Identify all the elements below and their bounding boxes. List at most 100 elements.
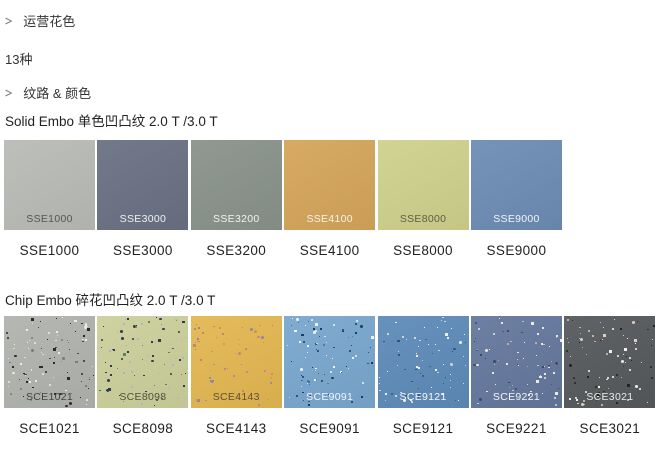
speckle-dot — [390, 393, 393, 396]
speckle-dot — [350, 400, 353, 403]
swatch-code-overlay: SCE9121 — [399, 391, 447, 403]
swatch-code-overlay: SSE1000 — [26, 213, 73, 225]
speckle-dot — [413, 337, 416, 340]
speckle-dot — [196, 340, 199, 342]
variant-count: 13种 — [5, 52, 33, 67]
speckle-dot — [651, 377, 654, 380]
speckle-dot — [620, 359, 624, 363]
speckle-dot — [117, 367, 119, 369]
speckle-dot — [507, 343, 510, 346]
speckle-dot — [293, 329, 297, 332]
speckle-dot — [209, 380, 212, 383]
speckle-dot — [571, 320, 573, 322]
speckle-dot — [415, 355, 418, 358]
speckle-dot — [451, 351, 453, 353]
speckle-dot — [445, 332, 449, 336]
speckle-dot — [522, 320, 525, 322]
speckle-dot — [212, 350, 214, 352]
speckle-dot — [631, 321, 635, 325]
speckle-dot — [464, 333, 466, 335]
speckle-dot — [266, 398, 268, 400]
speckle-dot — [567, 338, 569, 340]
speckle-dot — [602, 334, 606, 338]
speckle-dot — [307, 403, 310, 406]
speckle-dot — [329, 371, 332, 374]
speckle-dot — [543, 373, 546, 376]
speckle-dot — [595, 400, 597, 402]
speckle-dot — [26, 380, 29, 383]
speckle-dot — [318, 336, 320, 338]
speckle-dot — [42, 354, 45, 356]
speckle-dot — [492, 332, 495, 335]
speckle-dot — [475, 363, 479, 366]
speckle-dot — [385, 392, 388, 395]
speckle-dot — [211, 379, 214, 382]
speckle-dot — [416, 353, 418, 355]
swatch-tile-sse8000[interactable]: SSE8000 — [377, 140, 469, 230]
speckle-dot — [23, 372, 26, 374]
speckle-dot — [625, 356, 627, 358]
chevron-right-icon: > — [5, 84, 13, 101]
speckle-dot — [89, 379, 91, 381]
speckle-dot — [263, 342, 265, 344]
speckle-dot — [404, 394, 407, 397]
speckle-dot — [348, 367, 350, 369]
swatch-tile-sse3000[interactable]: SSE3000 — [97, 140, 189, 230]
swatch-code-label: SCE3021 — [579, 421, 641, 436]
speckle-dot — [615, 402, 618, 405]
swatch-tile-sse4100[interactable]: SSE4100 — [284, 140, 376, 230]
swatch-tile-sce9091[interactable]: SCE9091 — [284, 316, 376, 408]
swatch-tile-sce9121[interactable]: SCE9121 — [377, 316, 469, 408]
swatch-tile-sse9000[interactable]: SSE9000 — [470, 140, 562, 230]
swatch-code-overlay: SCE9221 — [492, 391, 540, 403]
speckle-dot — [155, 317, 157, 318]
speckle-dot — [306, 345, 309, 348]
speckle-dot — [28, 340, 30, 342]
speckle-dot — [623, 354, 625, 356]
speckle-dot — [620, 327, 623, 330]
speckle-dot — [416, 366, 419, 369]
speckle-dot — [332, 346, 335, 348]
speckle-dot — [271, 325, 273, 327]
swatch-tile-sce1021[interactable]: SCE1021 — [4, 316, 95, 408]
speckle-dot — [59, 393, 63, 396]
speckle-dot — [418, 345, 420, 347]
swatch-tile-sce3021[interactable]: SCE3021 — [564, 316, 656, 408]
speckle-dot — [371, 336, 375, 340]
speckle-dot — [473, 363, 477, 366]
speckle-dot — [536, 332, 539, 335]
speckle-dot — [219, 326, 222, 329]
speckle-dot — [355, 331, 358, 334]
speckle-dot — [331, 357, 333, 359]
speckle-dot — [511, 389, 514, 391]
speckle-dot — [108, 387, 112, 391]
speckle-dot — [348, 336, 350, 338]
speckle-dot — [84, 325, 88, 329]
swatch-tile-sse1000[interactable]: SSE1000 — [4, 140, 95, 230]
speckle-dot — [569, 363, 573, 367]
speckle-dot — [539, 374, 541, 376]
swatch-tile-sce9221[interactable]: SCE9221 — [470, 316, 562, 408]
speckle-dot — [314, 342, 317, 345]
speckle-dot — [309, 384, 311, 386]
speckle-dot — [340, 371, 343, 374]
breadcrumb-texture-color[interactable]: > 纹路 & 颜色 — [5, 83, 91, 102]
breadcrumb-operating-colors[interactable]: > 运营花色 — [5, 11, 75, 30]
speckle-dot — [492, 371, 495, 374]
speckle-dot — [222, 332, 225, 335]
speckle-dot — [84, 323, 87, 326]
swatch-code-label: SSE9000 — [486, 243, 547, 258]
speckle-dot — [326, 354, 328, 356]
speckle-dot — [421, 359, 423, 361]
speckle-dot — [88, 376, 90, 378]
swatch-tile-sce4143[interactable]: SCE4143 — [190, 316, 282, 408]
speckle-dot — [499, 318, 501, 320]
speckle-dot — [599, 322, 601, 324]
speckle-dot — [213, 325, 216, 327]
speckle-dot — [536, 355, 537, 357]
speckle-dot — [67, 340, 69, 342]
speckle-dot — [74, 361, 78, 364]
swatch-tile-sse3200[interactable]: SSE3200 — [190, 140, 282, 230]
swatch-tile-sce8098[interactable]: SCE8098 — [97, 316, 189, 408]
speckle-dot — [177, 330, 180, 333]
